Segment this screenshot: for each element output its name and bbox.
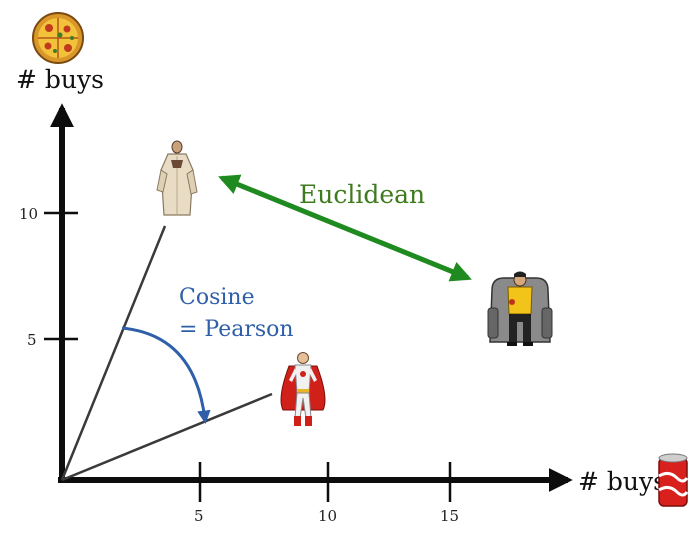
pizza-icon: [32, 12, 84, 64]
x-tick-label-10: 10: [318, 507, 337, 525]
cosine-label: Cosine: [179, 285, 255, 310]
x-axis-label: # buys: [578, 467, 666, 496]
cosine-angle-arrow: [121, 326, 211, 425]
soda-can-icon: [658, 453, 689, 507]
pearson-label: = Pearson: [179, 317, 294, 342]
superhero-figure: [280, 352, 326, 426]
euclidean-double-arrow: [218, 174, 472, 282]
vector-line-superhero: [61, 392, 273, 482]
seated-man-figure: [487, 271, 553, 346]
robed-man-figure: [156, 140, 198, 216]
y-axis-label: # buys: [16, 65, 104, 94]
vector-line-robed-man: [60, 225, 167, 481]
y-tick-label-5: 5: [27, 331, 37, 349]
euclidean-label: Euclidean: [299, 180, 425, 209]
y-tick-label-10: 10: [19, 205, 38, 223]
x-tick-label-15: 15: [440, 507, 459, 525]
x-tick-label-5: 5: [194, 507, 204, 525]
